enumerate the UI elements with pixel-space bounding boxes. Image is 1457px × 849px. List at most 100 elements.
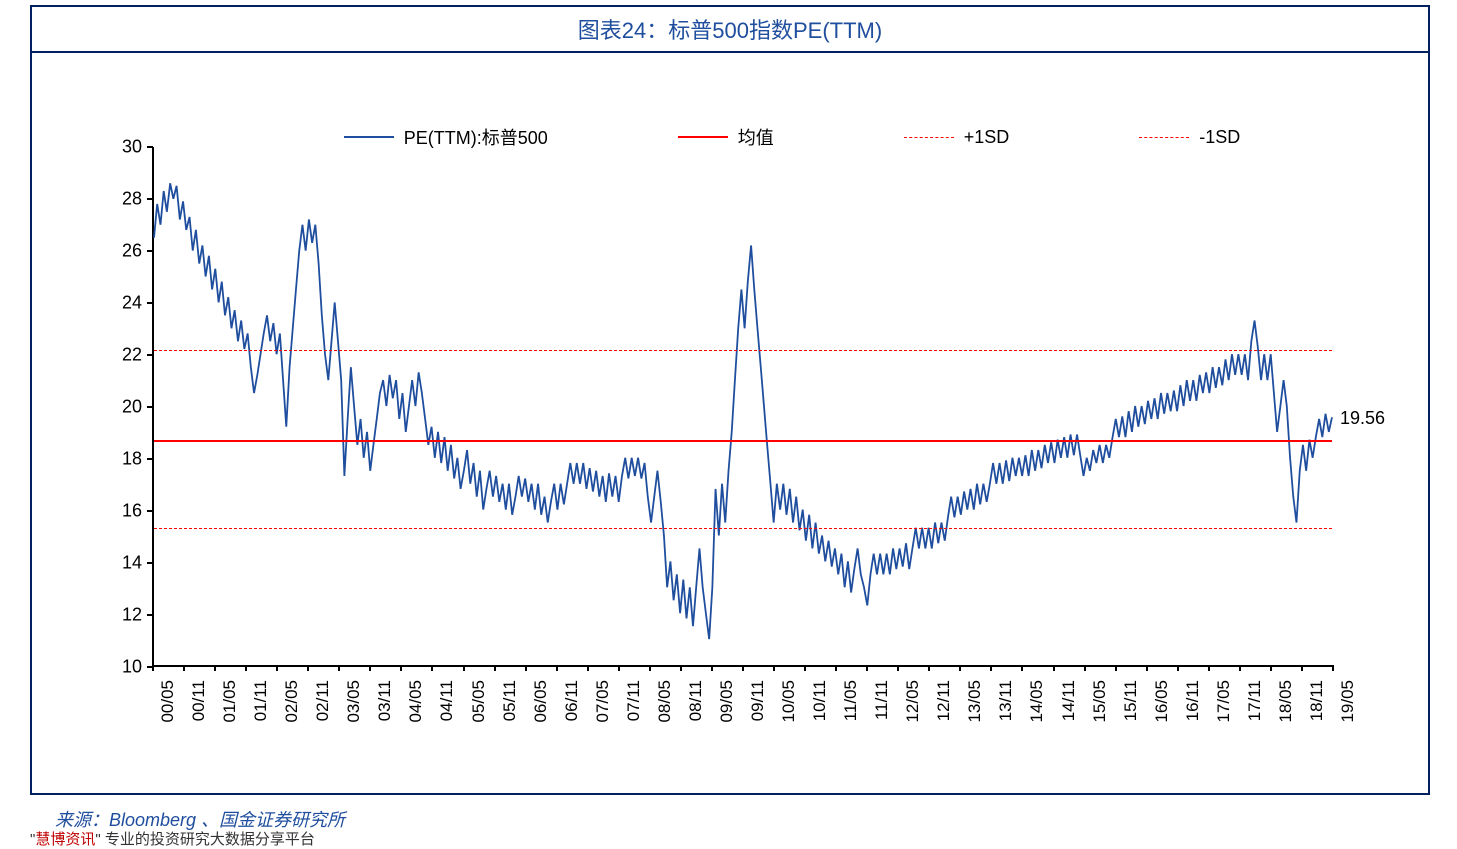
x-tick [711, 665, 713, 671]
chart-title: 图表24：标普500指数PE(TTM) [32, 7, 1428, 53]
x-tick [1301, 665, 1303, 671]
x-tick-label: 00/05 [158, 680, 178, 723]
x-tick-label: 07/05 [593, 680, 613, 723]
x-tick-label: 04/11 [437, 680, 457, 721]
y-tick-label: 22 [122, 345, 142, 366]
x-tick-label: 01/05 [220, 680, 240, 723]
y-tick-label: 14 [122, 553, 142, 574]
x-tick [400, 665, 402, 671]
end-value-label: 19.56 [1340, 408, 1385, 429]
x-tick-label: 12/05 [903, 680, 923, 723]
x-tick [369, 665, 371, 671]
y-tick-label: 12 [122, 605, 142, 626]
x-tick-label: 03/11 [375, 680, 395, 721]
plot-region [152, 147, 1332, 667]
x-tick [866, 665, 868, 671]
x-tick-label: 02/05 [282, 680, 302, 723]
x-tick-label: 09/11 [748, 680, 768, 721]
y-tick-label: 26 [122, 241, 142, 262]
x-tick-label: 10/11 [810, 680, 830, 721]
x-tick-label: 08/05 [655, 680, 675, 723]
x-tick-label: 04/05 [406, 680, 426, 723]
x-tick [431, 665, 433, 671]
y-tick-label: 20 [122, 397, 142, 418]
x-tick [1208, 665, 1210, 671]
x-tick [618, 665, 620, 671]
x-tick-label: 12/11 [934, 680, 954, 721]
x-tick-label: 15/05 [1090, 680, 1110, 723]
x-tick-label: 14/05 [1027, 680, 1047, 723]
x-tick [276, 665, 278, 671]
x-tick-label: 08/11 [686, 680, 706, 721]
x-tick-label: 02/11 [313, 680, 333, 721]
x-tick [1332, 665, 1334, 671]
x-tick [1053, 665, 1055, 671]
x-tick-label: 05/05 [469, 680, 489, 723]
y-tick-label: 16 [122, 501, 142, 522]
y-tick-label: 10 [122, 657, 142, 678]
x-tick [773, 665, 775, 671]
x-tick-label: 16/05 [1152, 680, 1172, 723]
x-tick-label: 01/11 [251, 680, 271, 721]
x-tick [183, 665, 185, 671]
x-tick-label: 17/11 [1245, 680, 1265, 721]
x-tick [1239, 665, 1241, 671]
x-tick [525, 665, 527, 671]
x-tick-label: 06/11 [562, 680, 582, 721]
x-tick [463, 665, 465, 671]
x-axis: 00/05 00/11 01/05 01/11 02/05 02/11 03/05 03/11… [152, 672, 1332, 772]
plus-1sd-line [154, 350, 1332, 351]
x-tick [214, 665, 216, 671]
x-tick [587, 665, 589, 671]
x-tick [897, 665, 899, 671]
x-tick-label: 18/05 [1276, 680, 1296, 723]
x-tick [1115, 665, 1117, 671]
x-tick [835, 665, 837, 671]
x-tick-label: 11/05 [841, 680, 861, 721]
x-tick-label: 09/05 [717, 680, 737, 723]
x-tick-label: 10/05 [779, 680, 799, 723]
x-tick-label: 19/05 [1338, 680, 1358, 723]
x-tick-label: 17/05 [1214, 680, 1234, 723]
chart-frame: 图表24：标普500指数PE(TTM) PE(TTM):标普500 均值 +1S… [30, 5, 1430, 795]
x-tick-label: 16/11 [1183, 680, 1203, 721]
minus-1sd-line [154, 528, 1332, 529]
x-tick [959, 665, 961, 671]
x-tick [928, 665, 930, 671]
y-tick-label: 28 [122, 189, 142, 210]
x-tick [307, 665, 309, 671]
y-tick-label: 30 [122, 137, 142, 158]
x-tick [494, 665, 496, 671]
x-tick-label: 00/11 [189, 680, 209, 721]
x-tick-label: 05/11 [500, 680, 520, 721]
x-tick [338, 665, 340, 671]
x-tick-label: 14/11 [1059, 680, 1079, 721]
footer-suffix: " 专业的投资研究大数据分享平台 [95, 831, 315, 848]
mean-line [154, 440, 1332, 442]
x-tick-label: 15/11 [1121, 680, 1141, 721]
x-tick [742, 665, 744, 671]
x-tick [1270, 665, 1272, 671]
x-tick [245, 665, 247, 671]
x-tick [680, 665, 682, 671]
pe-line-series [154, 147, 1332, 665]
x-tick [152, 665, 154, 671]
x-tick-label: 11/11 [872, 680, 892, 720]
chart-area: 1012141618202224262830 00/0500/1101/0501… [102, 127, 1382, 667]
x-tick-label: 03/05 [344, 680, 364, 723]
x-tick-label: 13/11 [996, 680, 1016, 721]
x-tick [649, 665, 651, 671]
y-axis: 1012141618202224262830 [102, 147, 147, 667]
x-tick [990, 665, 992, 671]
x-tick-label: 13/05 [965, 680, 985, 723]
x-tick [1146, 665, 1148, 671]
pe-series-path [154, 183, 1332, 639]
x-tick-label: 18/11 [1307, 680, 1327, 721]
footer-brand: 慧博资讯 [35, 831, 95, 848]
x-tick-label: 07/11 [624, 680, 644, 721]
y-tick-label: 24 [122, 293, 142, 314]
x-tick [556, 665, 558, 671]
x-tick [1021, 665, 1023, 671]
x-tick [1177, 665, 1179, 671]
x-tick [804, 665, 806, 671]
